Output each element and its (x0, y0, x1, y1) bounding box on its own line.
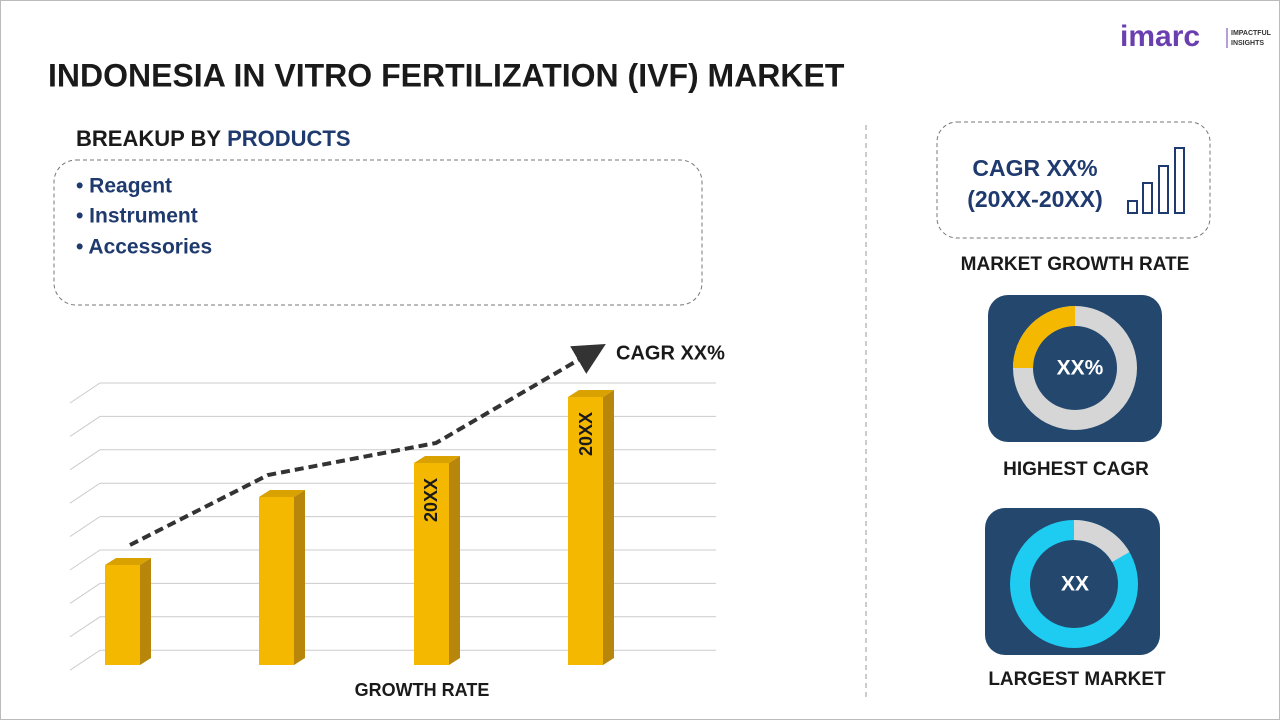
donut-segment (1013, 306, 1076, 369)
logo-tagline: INSIGHTS (1231, 40, 1264, 47)
breakup-title: BREAKUP BY PRODUCTS (76, 126, 351, 151)
cagr-years: (20XX-20XX) (967, 186, 1103, 212)
growth-icon (1127, 147, 1185, 214)
donut-segment (1073, 519, 1130, 563)
grid-line (69, 516, 716, 538)
logo-tagline: IMPACTFUL (1231, 30, 1272, 37)
largest-value: XX (1061, 573, 1089, 596)
bar (414, 456, 460, 665)
cagr-label: CAGR XX% (616, 342, 725, 364)
breakup-item: • Instrument (76, 205, 198, 228)
caption: LARGEST MARKET (988, 669, 1166, 690)
chart-grid (69, 382, 716, 671)
breakup-item: • Reagent (76, 175, 172, 198)
grid-line (69, 582, 716, 604)
trend-arrow (129, 343, 606, 547)
axis-label: GROWTH RATE (355, 680, 490, 700)
logo: imarc (1120, 20, 1200, 53)
grid-line (69, 549, 716, 571)
breakup-box (53, 159, 703, 306)
breakup-prefix: BREAKUP BY (76, 126, 221, 151)
page-title: INDONESIA IN VITRO FERTILIZATION (IVF) M… (48, 57, 845, 93)
cagr-text: CAGR XX% (972, 155, 1097, 181)
grid-line (69, 415, 716, 437)
grid-line (69, 449, 716, 471)
bar (105, 558, 151, 665)
bar-label: 20XX (576, 412, 596, 456)
bars (105, 390, 614, 665)
cagr-box (936, 121, 1211, 239)
highest-value: XX% (1057, 357, 1104, 380)
grid-line (69, 482, 716, 504)
bar-label: 20XX (421, 478, 441, 522)
caption: MARKET GROWTH RATE (961, 254, 1190, 275)
bar (259, 490, 305, 665)
grid-line (69, 382, 716, 404)
caption: HIGHEST CAGR (1003, 459, 1149, 480)
grid-line (69, 616, 716, 638)
breakup-item: • Accessories (76, 236, 212, 259)
breakup-highlight: PRODUCTS (227, 126, 350, 151)
bar (568, 390, 614, 665)
grid-line (69, 649, 716, 671)
